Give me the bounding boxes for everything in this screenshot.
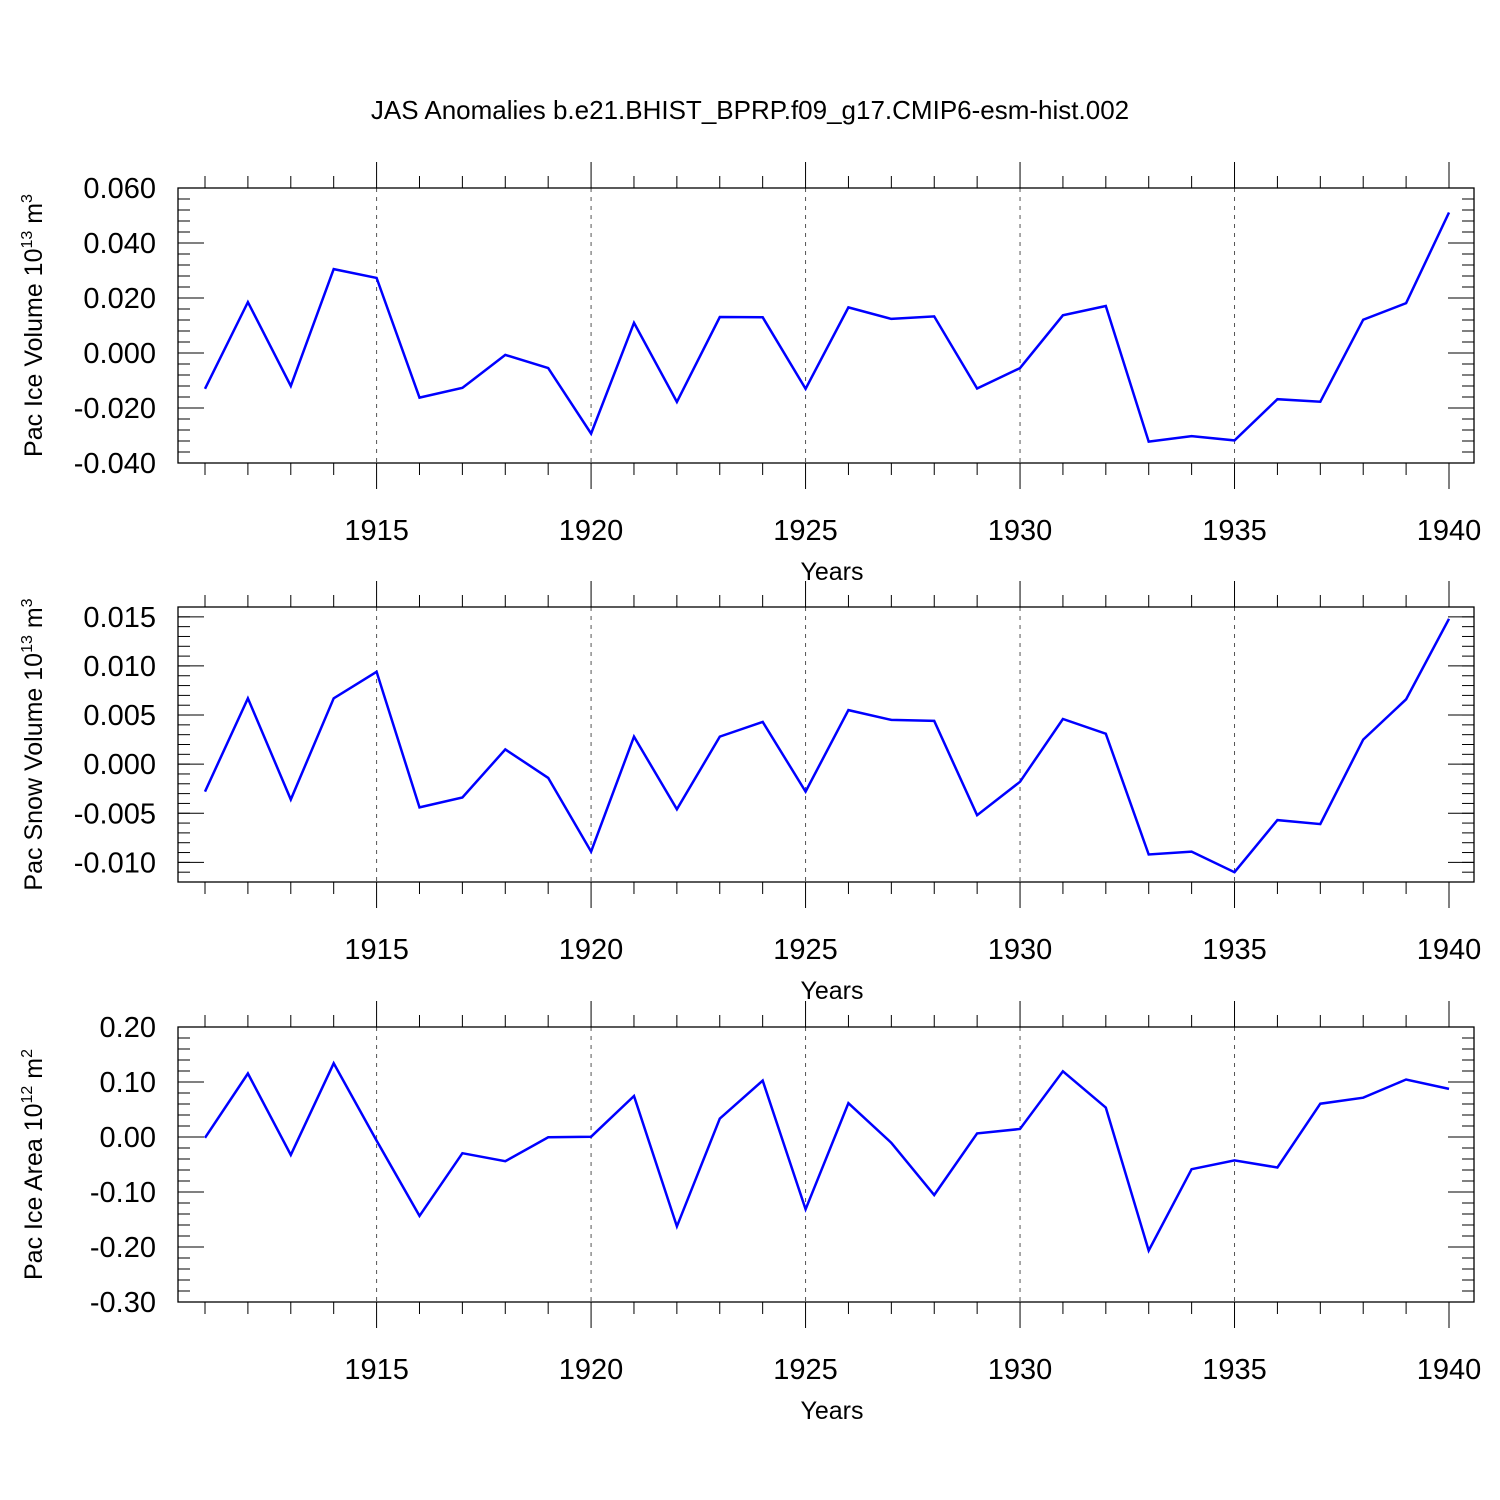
- series-line: [203, 618, 1451, 874]
- y-axis-label-unit-exponent: 3: [19, 598, 36, 607]
- y-tick-label: -0.005: [74, 798, 156, 830]
- x-tick-label: 1940: [1417, 934, 1482, 966]
- x-tick-label: 1935: [1202, 934, 1267, 966]
- y-tick-label: 0.040: [83, 228, 156, 260]
- x-tick-label: 1915: [344, 1354, 409, 1386]
- x-tick-label: 1930: [988, 934, 1053, 966]
- x-tick-label: 1940: [1417, 515, 1482, 547]
- y-tick-label: 0.10: [100, 1067, 156, 1099]
- y-axis-label-unit: m: [20, 607, 48, 635]
- y-tick-label: 0.020: [83, 283, 156, 315]
- y-axis-label-exponent: 12: [19, 1086, 36, 1104]
- x-axis-label: Years: [800, 977, 863, 1005]
- x-tick-label: 1940: [1417, 1354, 1482, 1386]
- x-tick-label: 1930: [988, 515, 1053, 547]
- y-tick-label: -0.10: [90, 1177, 156, 1209]
- y-tick-label: 0.060: [83, 173, 156, 205]
- y-tick-label: 0.000: [83, 338, 156, 370]
- plot-frame: [177, 606, 1475, 883]
- x-axis-label: Years: [800, 558, 863, 586]
- y-axis-label-unit: m: [20, 1058, 48, 1086]
- series-line: [203, 211, 1451, 443]
- series-line: [203, 1060, 1450, 1254]
- plot-frame: [177, 187, 1475, 464]
- y-tick-label: 0.015: [83, 602, 156, 634]
- x-tick-label: 1935: [1202, 515, 1267, 547]
- y-axis-label-unit-exponent: 2: [19, 1049, 36, 1058]
- x-tick-label: 1930: [988, 1354, 1053, 1386]
- chart-panel-3: -0.30 -0.20 -0.10 0.00 0.10 0.20 1915 1920 1925 1…: [19, 1001, 1481, 1425]
- y-tick-label: 0.005: [83, 700, 156, 732]
- chart-panel-1: -0.040 -0.020 0.000 0.020 0.040 0.060 1915 1920…: [19, 162, 1481, 586]
- x-tick-label: 1925: [773, 1354, 838, 1386]
- y-tick-label: 0.00: [100, 1122, 156, 1154]
- x-tick-label: 1915: [344, 934, 409, 966]
- x-tick-label: 1925: [773, 934, 838, 966]
- y-tick-label: 0.010: [83, 651, 156, 683]
- y-axis-label-text: Pac Ice Area 10: [20, 1103, 48, 1280]
- chart-panel-2: -0.010 -0.005 0.000 0.005 0.010 0.015 1915 1920…: [19, 581, 1481, 1005]
- y-tick-label: -0.020: [74, 393, 156, 425]
- x-tick-label: 1915: [344, 515, 409, 547]
- x-tick-label: 1925: [773, 515, 838, 547]
- y-axis-label: Pac Ice Area 1012 m2: [19, 1049, 48, 1280]
- y-axis-label-unit-exponent: 3: [19, 194, 36, 203]
- y-axis-label: Pac Ice Volume 1013 m3: [19, 194, 48, 457]
- y-axis-label-text: Pac Snow Volume 10: [20, 653, 48, 891]
- x-tick-label: 1920: [559, 515, 624, 547]
- page-title: JAS Anomalies b.e21.BHIST_BPRP.f09_g17.C…: [370, 95, 1130, 125]
- y-tick-label: -0.010: [74, 847, 156, 879]
- x-axis-label: Years: [800, 1397, 863, 1425]
- y-tick-label: -0.20: [90, 1232, 156, 1264]
- y-axis-label: Pac Snow Volume 1013 m3: [19, 598, 48, 890]
- y-axis-label-exponent: 13: [19, 635, 36, 653]
- x-tick-label: 1935: [1202, 1354, 1267, 1386]
- y-tick-label: -0.040: [74, 448, 156, 480]
- y-axis-label-exponent: 13: [19, 231, 36, 249]
- y-tick-label: 0.000: [83, 749, 156, 781]
- x-tick-label: 1920: [559, 1354, 624, 1386]
- y-axis-label-unit: m: [20, 203, 48, 231]
- y-axis-label-text: Pac Ice Volume 10: [20, 249, 48, 457]
- y-tick-label: 0.20: [100, 1012, 156, 1044]
- x-tick-label: 1920: [559, 934, 624, 966]
- y-tick-label: -0.30: [90, 1287, 156, 1319]
- plot-frame: [177, 1026, 1475, 1303]
